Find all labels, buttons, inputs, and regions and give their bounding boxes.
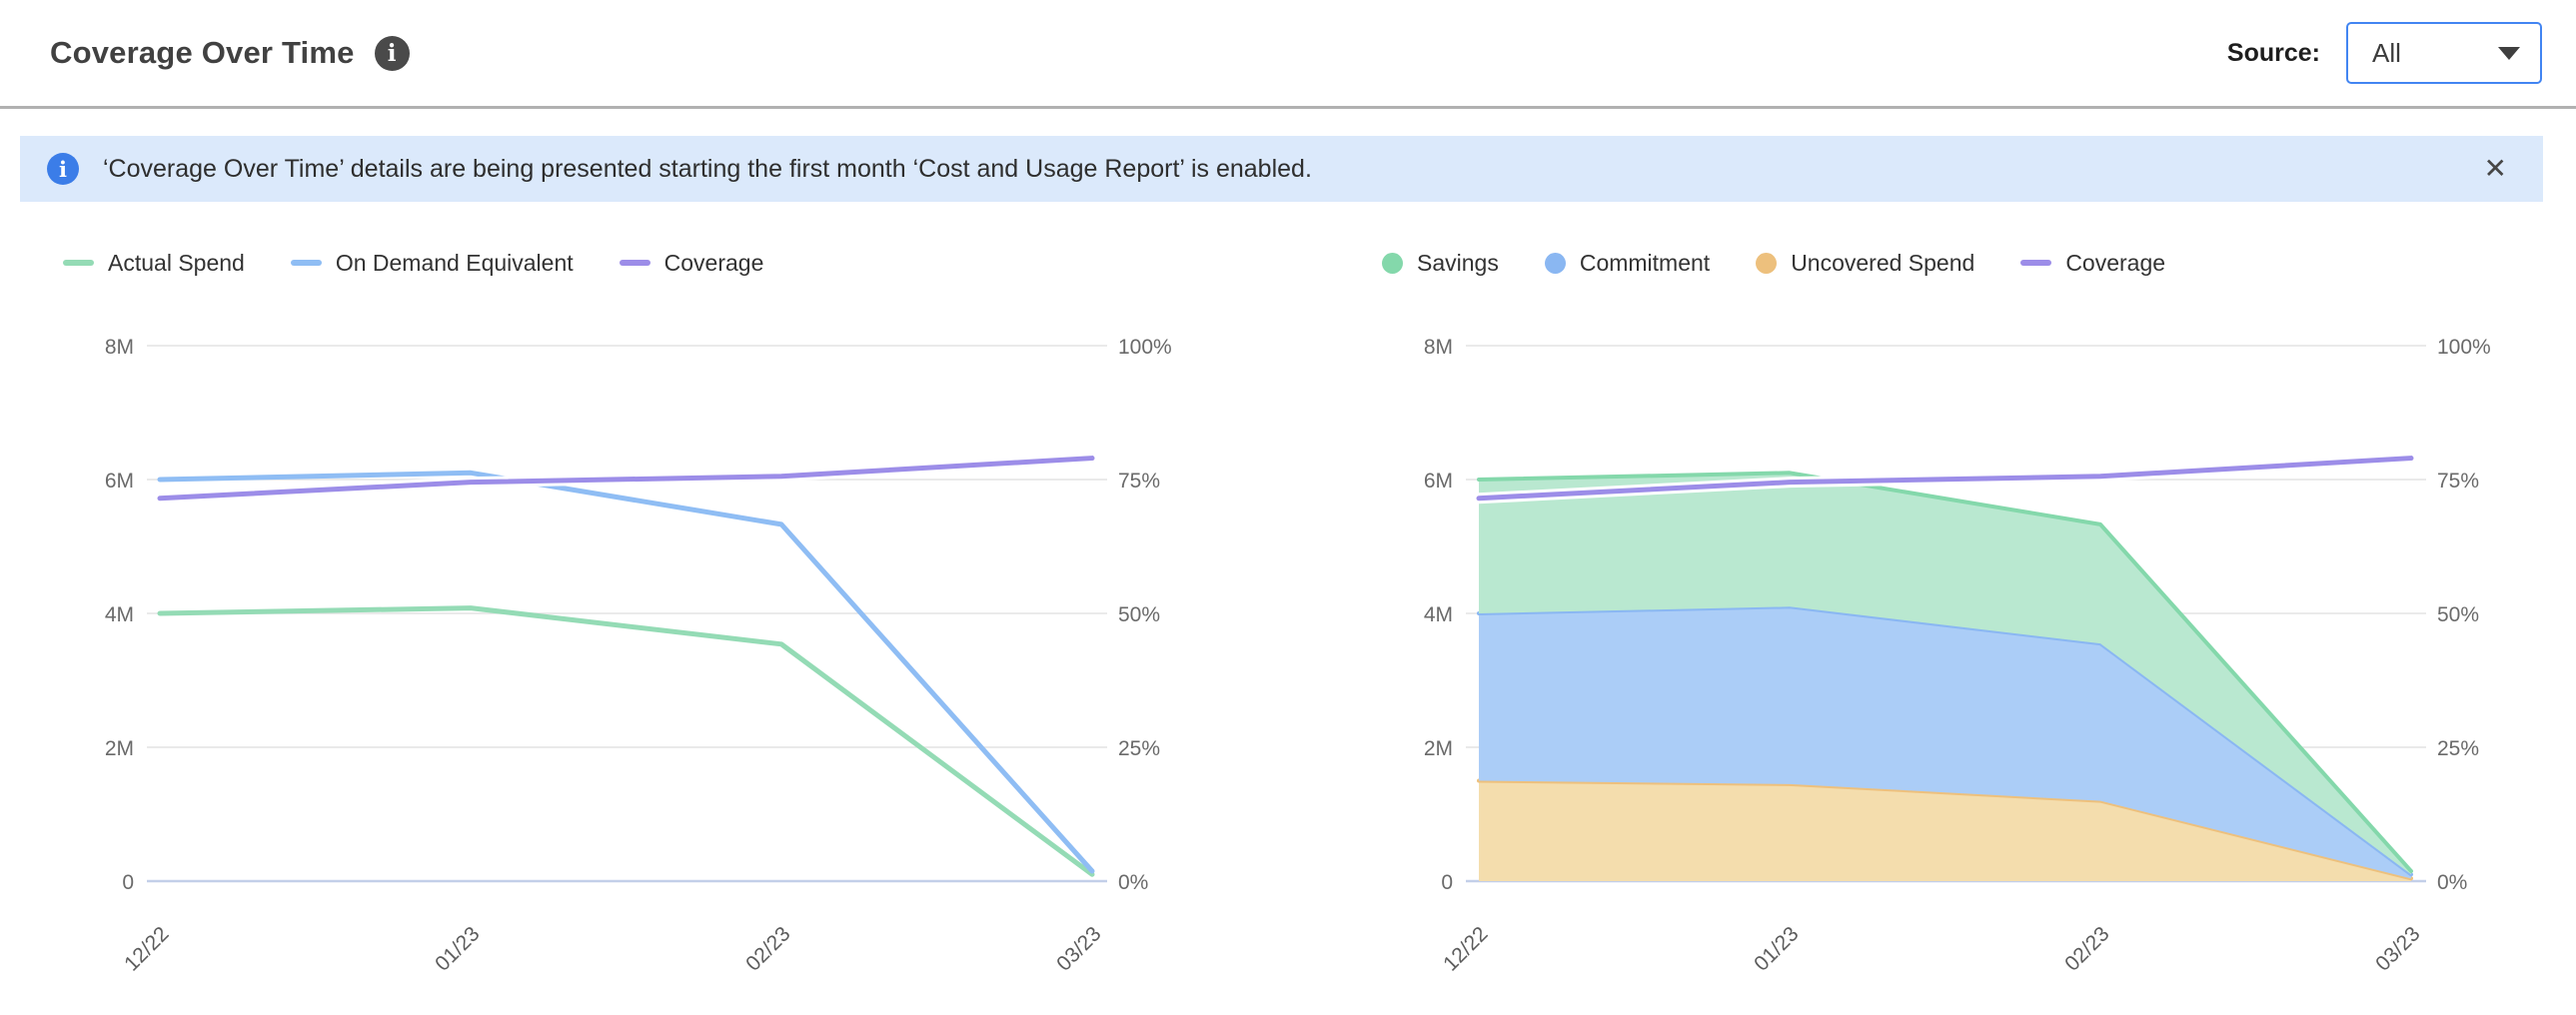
y-axis-label: 8M [1424,336,1453,359]
x-axis-label: 03/23 [1052,922,1105,975]
y-axis-label: 4M [1424,603,1453,626]
page-header: Coverage Over Time i Source: All [0,0,2576,109]
legend-item-coverage[interactable]: Coverage [2020,250,2165,277]
pct-axis-label: 25% [1118,737,1160,760]
area-commitment [1479,606,2411,879]
source-dropdown[interactable]: All [2346,22,2542,84]
pct-axis-label: 50% [2437,603,2479,626]
pct-axis-label: 25% [2437,737,2479,760]
x-axis-label: 02/23 [741,922,794,975]
source-label: Source: [2226,38,2320,67]
y-axis-label: 2M [105,737,134,760]
title-info-icon[interactable]: i [374,35,410,71]
line-coverage [1476,456,2414,502]
area-edge-savings [1477,471,2413,873]
area-uncovered-spend [1479,780,2411,881]
line-actual-spend [157,605,1095,877]
line-chart-panel: Actual Spend On Demand Equivalent Coverage… [45,246,1209,995]
pct-axis-label: 75% [1118,470,1160,493]
legend-dash-icon [290,260,322,266]
legend-item-uncovered-spend[interactable]: Uncovered Spend [1756,250,1974,277]
line-chart-legend: Actual Spend On Demand Equivalent Coverage [63,246,1209,280]
legend-label: Uncovered Spend [1791,249,1975,276]
area-savings [1479,473,2411,875]
coverage-stacked-area-svg: 8M 100% 6M 75% 4M 50% 2M 25% 0 0% 12/22 01/23 02/23 0… [1424,336,2491,976]
y-axis-label: 6M [1424,470,1453,493]
y-axis-label: 8M [105,336,134,359]
legend-item-on-demand-equivalent[interactable]: On Demand Equivalent [290,249,574,277]
legend-label: Savings [1417,249,1499,276]
x-axis-label: 12/22 [1439,922,1492,975]
page-title: Coverage Over Time [50,35,355,70]
pct-axis-label: 0% [1118,871,1148,894]
charts-row: Actual Spend On Demand Equivalent Coverage… [0,246,2576,995]
pct-axis-label: 75% [2437,470,2479,493]
y-axis-label: 0 [1441,871,1453,894]
close-icon[interactable]: ✕ [2483,153,2507,184]
y-axis-label: 0 [122,871,134,894]
legend-item-coverage[interactable]: Coverage [619,249,764,277]
legend-circle-icon [1756,252,1778,274]
pct-axis-label: 50% [1118,603,1160,626]
banner-info-icon: i [47,153,79,185]
line-on-demand-equivalent [157,470,1095,874]
x-axis-label: 12/22 [120,922,173,975]
pct-axis-label: 0% [2437,871,2467,894]
legend-dash-icon [63,260,94,266]
area-chart-panel: Savings Commitment Uncovered Spend Coverage… [1364,246,2528,995]
legend-label: Actual Spend [108,249,245,276]
line-coverage [157,456,1095,502]
pct-axis-label: 100% [2437,336,2491,359]
y-axis-label: 6M [105,470,134,493]
area-chart-legend: Savings Commitment Uncovered Spend Coverage [1382,246,2528,280]
legend-label: Coverage [663,249,764,276]
line-chart-container: 8M 100% 6M 75% 4M 50% 2M 25% 0 0% 12/22 01/23 02/23 0… [45,296,1209,995]
x-axis-label: 02/23 [2060,922,2113,975]
legend-label: On Demand Equivalent [335,249,574,276]
x-axis-label: 01/23 [1750,922,1803,975]
legend-dash-icon [619,260,650,266]
source-dropdown-value: All [2372,37,2401,68]
area-chart-container: 8M 100% 6M 75% 4M 50% 2M 25% 0 0% 12/22 01/23 02/23 0… [1364,296,2528,995]
legend-circle-icon [1382,252,1403,274]
y-axis-label: 4M [105,603,134,626]
pct-axis-label: 100% [1118,336,1172,359]
chevron-down-icon [2498,46,2520,60]
legend-item-actual-spend[interactable]: Actual Spend [63,250,245,277]
y-axis-label: 2M [1424,737,1453,760]
legend-item-commitment[interactable]: Commitment [1544,249,1711,277]
legend-dash-icon [2020,260,2052,266]
banner-message: ‘Coverage Over Time’ details are being p… [103,154,1312,183]
spend-and-coverage-lines-svg: 8M 100% 6M 75% 4M 50% 2M 25% 0 0% 12/22 01/23 02/23 0… [105,336,1172,976]
legend-item-savings[interactable]: Savings [1382,250,1499,277]
legend-label: Coverage [2065,249,2166,276]
legend-circle-icon [1544,252,1566,274]
x-axis-label: 03/23 [2371,922,2424,975]
legend-label: Commitment [1579,249,1711,276]
x-axis-label: 01/23 [431,922,484,975]
info-banner: i ‘Coverage Over Time’ details are being… [20,136,2543,202]
